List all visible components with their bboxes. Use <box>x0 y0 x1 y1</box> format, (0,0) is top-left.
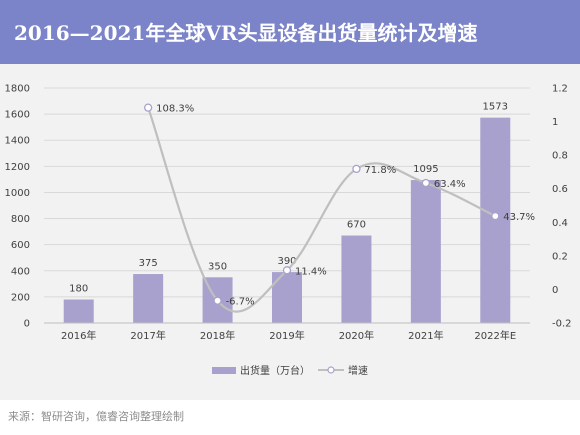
bar-data-labels: 180 375 350 390 670 1095 1573 <box>69 102 508 295</box>
y-left-tick-label: 1400 <box>5 136 30 147</box>
legend-line-label: 增速 <box>348 364 368 377</box>
x-tick-label: 2018年 <box>200 329 235 342</box>
legend-line-marker <box>327 366 335 374</box>
bar-value-label: 670 <box>347 220 366 231</box>
y-right-tick-label: 0.6 <box>552 184 568 195</box>
x-tick-label: 2017年 <box>130 329 165 342</box>
bar-value-label: 1095 <box>413 164 438 175</box>
y-left-tick-label: 600 <box>11 240 30 251</box>
y-left-tick-label: 1600 <box>5 110 30 121</box>
x-tick-label: 2020年 <box>339 329 374 342</box>
y-left-tick-label: 0 <box>24 319 30 330</box>
bar-2016年 <box>63 299 94 323</box>
growth-value-label: 71.8% <box>364 165 396 176</box>
y-left-tick-label: 1200 <box>5 162 30 173</box>
source-note: 来源：智研咨询，億睿咨询整理绘制 <box>8 410 184 423</box>
x-axis: 2016年 2017年 2018年 2019年 2020年 2021年 2022年E <box>44 322 530 342</box>
x-tick-label: 2022年E <box>474 329 516 342</box>
growth-value-label: 108.3% <box>156 104 194 115</box>
growth-value-label: 63.4% <box>434 179 466 190</box>
y-axis-right: -0.2 0 0.2 0.4 0.6 0.8 1 1.2 <box>552 84 572 330</box>
y-right-tick-label: -0.2 <box>552 319 572 330</box>
legend: 出货量（万台） 增速 <box>212 364 368 377</box>
bar-2021年 <box>410 180 441 323</box>
y-left-tick-label: 800 <box>11 214 30 225</box>
y-left-tick-label: 1800 <box>5 84 30 95</box>
x-tick-label: 2019年 <box>269 329 304 342</box>
bar-value-label: 1573 <box>483 102 508 113</box>
growth-value-label: 11.4% <box>295 266 327 277</box>
growth-point-2020年 <box>352 164 361 174</box>
legend-bar-swatch <box>212 367 236 374</box>
x-tick-label: 2016年 <box>61 329 96 342</box>
y-right-tick-label: 1 <box>552 117 558 128</box>
y-right-tick-label: 0.8 <box>552 151 568 162</box>
bar-2022年E <box>480 117 511 323</box>
growth-value-label: -6.7% <box>226 297 255 308</box>
growth-point-2017年 <box>143 103 153 112</box>
bar-series <box>63 117 511 323</box>
y-left-tick-label: 1000 <box>5 188 30 199</box>
line-data-labels: 108.3% -6.7% 11.4% 71.8% 63.4% 43.7% <box>156 104 535 308</box>
y-right-tick-label: 0.2 <box>552 251 568 262</box>
page-title: 2016—2021年全球VR头显设备出货量统计及增速 <box>14 21 478 45</box>
bar-2017年 <box>133 274 164 323</box>
bar-value-label: 180 <box>69 284 88 295</box>
y-left-tick-label: 200 <box>11 292 30 303</box>
bar-value-label: 390 <box>277 256 296 267</box>
bar-value-label: 375 <box>139 258 158 269</box>
growth-line <box>147 107 496 313</box>
y-left-tick-label: 400 <box>11 266 30 277</box>
growth-point-2018年 <box>213 296 222 305</box>
x-tick-label: 2021年 <box>408 329 443 342</box>
growth-value-label: 43.7% <box>503 212 535 223</box>
legend-bar-label: 出货量（万台） <box>240 364 310 377</box>
growth-point-2019年 <box>282 266 292 275</box>
y-axis-left: 0 200 400 600 800 1000 1200 1400 1600 1800 <box>5 84 30 330</box>
growth-point-2021年 <box>421 178 431 188</box>
bar-2020年 <box>341 235 372 323</box>
bar-value-label: 350 <box>208 261 227 272</box>
y-right-tick-label: 0 <box>552 285 558 296</box>
growth-point-2022年E <box>491 211 500 221</box>
y-right-tick-label: 0.4 <box>552 218 568 229</box>
y-right-tick-label: 1.2 <box>552 84 568 95</box>
growth-line-series <box>143 103 500 313</box>
title-bar: 2016—2021年全球VR头显设备出货量统计及增速 <box>0 0 580 64</box>
